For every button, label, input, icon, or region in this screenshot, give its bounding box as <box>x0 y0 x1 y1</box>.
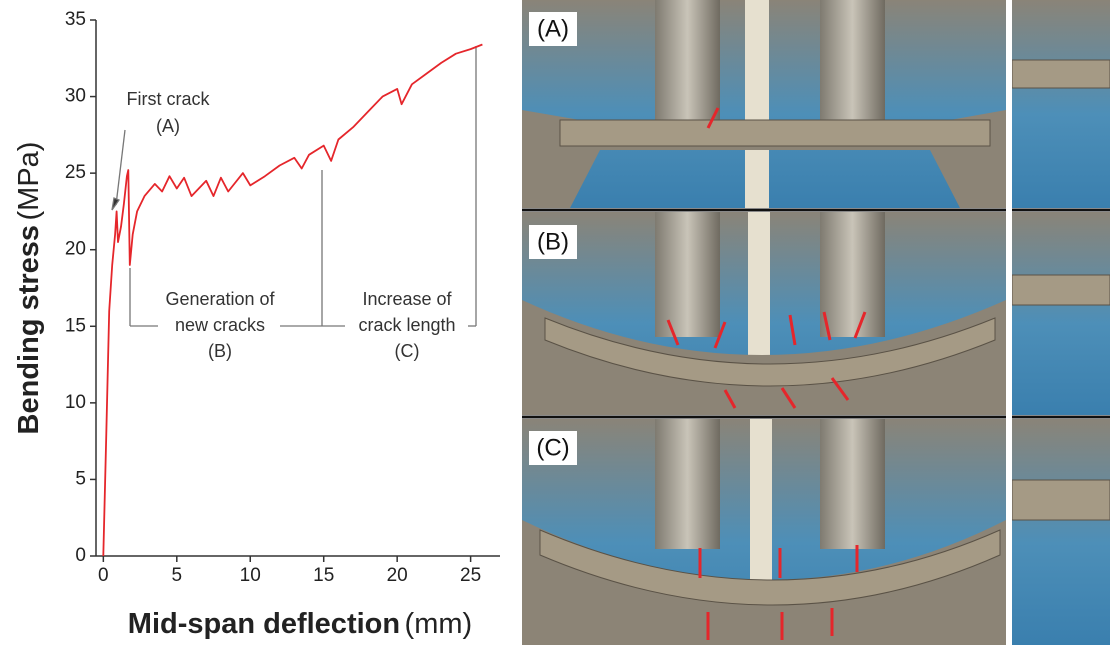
photo-label: (C) <box>536 434 569 461</box>
x-axis-label: Mid-span deflection (mm) <box>128 608 472 640</box>
y-tick-label: 35 <box>65 9 86 30</box>
y-tick-label: 5 <box>75 468 86 489</box>
y-axis-label: Bending stress (MPa) <box>13 142 45 435</box>
label-box <box>529 12 577 46</box>
photo-label: (B) <box>537 228 569 255</box>
annotation: new cracks <box>175 315 265 335</box>
x-tick-label: 25 <box>460 565 481 586</box>
x-unit: (mm) <box>405 608 473 640</box>
y-tick-label: 25 <box>65 162 86 183</box>
label-box <box>529 431 577 465</box>
y-label: Bending stress <box>13 225 45 435</box>
y-tick-label: 20 <box>65 239 86 260</box>
x-label: Mid-span deflection <box>128 608 400 640</box>
annotation: First crack <box>127 89 211 109</box>
x-tick-label: 0 <box>98 565 109 586</box>
data-line <box>102 43 483 557</box>
x-tick-label: 15 <box>313 565 334 586</box>
label-box <box>529 225 577 259</box>
chart: Mid-span deflection (mm) Bending stress … <box>13 9 500 640</box>
photo-b <box>522 212 1110 415</box>
annotation: Increase of <box>362 289 452 309</box>
annotation: crack length <box>358 315 455 335</box>
y-tick-label: 30 <box>65 86 86 107</box>
annotation: Generation of <box>165 289 275 309</box>
x-tick-label: 10 <box>240 565 261 586</box>
photo-a <box>522 0 1110 208</box>
annotation: (C) <box>395 341 420 361</box>
annotation-brackets <box>111 46 477 327</box>
y-tick-label: 10 <box>65 392 86 413</box>
annotation: (A) <box>156 116 180 136</box>
x-tick-label: 5 <box>172 565 183 586</box>
photo-panels: (A) (B) (C) <box>522 0 1110 645</box>
y-tick-label: 15 <box>65 315 86 336</box>
y-tick-label: 0 <box>75 545 86 566</box>
photo-label: (A) <box>537 15 569 42</box>
x-tick-label: 20 <box>387 565 408 586</box>
y-unit: (MPa) <box>13 142 45 221</box>
photo-c <box>522 419 1110 645</box>
annotation: (B) <box>208 341 232 361</box>
